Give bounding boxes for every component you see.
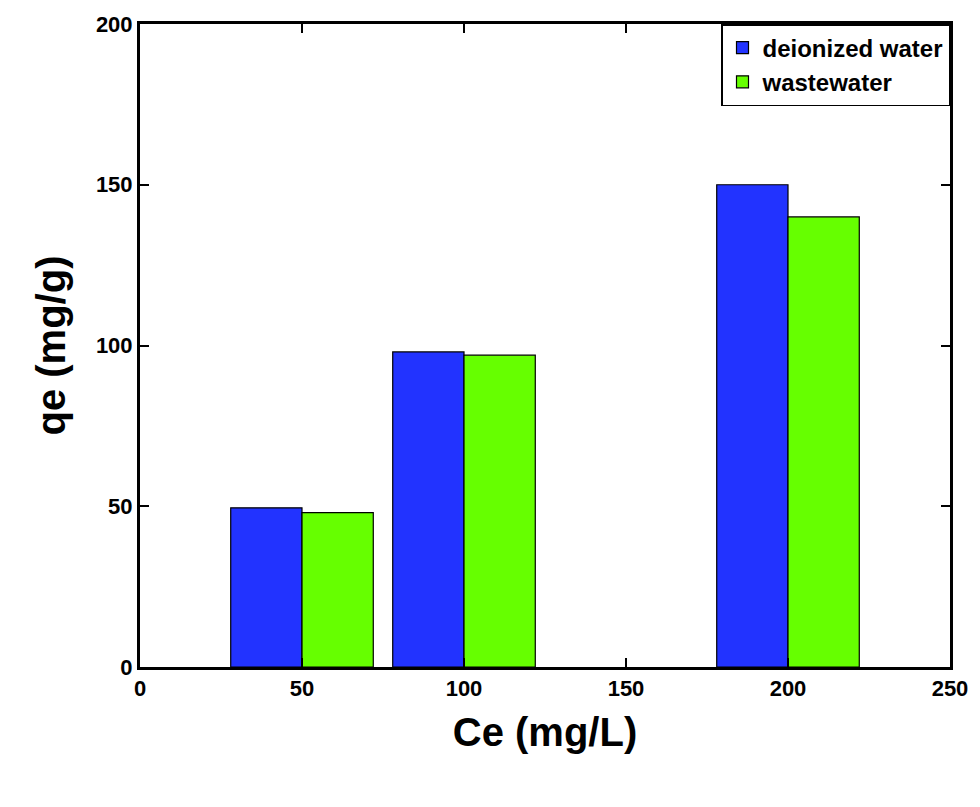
svg-text:deionized water: deionized water [763, 35, 943, 62]
svg-text:50: 50 [108, 494, 132, 519]
svg-text:wastewater: wastewater [762, 69, 892, 96]
svg-text:100: 100 [96, 333, 133, 358]
svg-text:150: 150 [96, 172, 133, 197]
svg-text:250: 250 [932, 676, 969, 701]
svg-text:50: 50 [290, 676, 314, 701]
svg-text:150: 150 [608, 676, 645, 701]
svg-text:0: 0 [120, 655, 132, 680]
svg-text:0: 0 [134, 676, 146, 701]
svg-text:200: 200 [770, 676, 807, 701]
svg-text:Ce (mg/L): Ce (mg/L) [453, 710, 637, 754]
svg-text:200: 200 [96, 12, 133, 37]
svg-text:qe (mg/g): qe (mg/g) [29, 256, 73, 436]
svg-text:100: 100 [446, 676, 483, 701]
